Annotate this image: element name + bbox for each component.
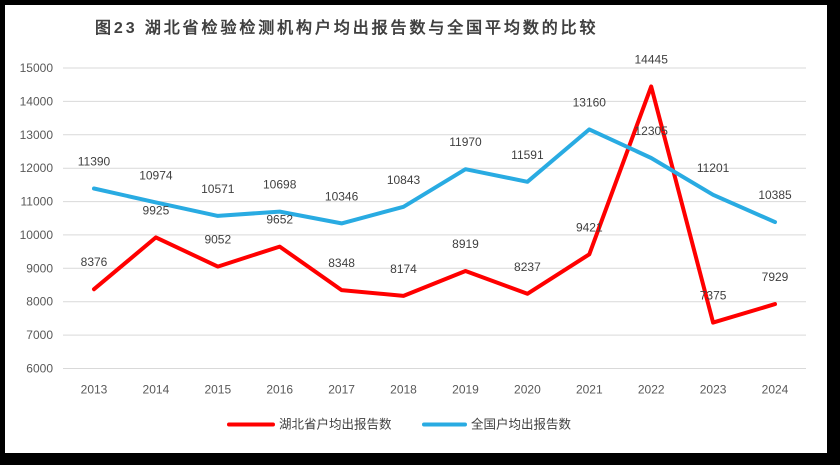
- svg-text:2013: 2013: [81, 383, 108, 397]
- svg-text:8376: 8376: [81, 255, 108, 269]
- svg-text:9000: 9000: [26, 261, 53, 275]
- svg-text:9421: 9421: [576, 220, 603, 234]
- svg-text:2022: 2022: [638, 383, 665, 397]
- svg-text:10000: 10000: [20, 228, 54, 242]
- svg-text:2020: 2020: [514, 383, 541, 397]
- svg-text:10974: 10974: [139, 168, 173, 182]
- svg-text:2021: 2021: [576, 383, 603, 397]
- svg-text:13000: 13000: [20, 128, 54, 142]
- svg-text:9652: 9652: [266, 213, 293, 227]
- svg-text:15000: 15000: [20, 61, 54, 75]
- svg-text:2014: 2014: [143, 383, 170, 397]
- svg-text:10843: 10843: [387, 173, 421, 187]
- svg-text:6000: 6000: [26, 362, 53, 376]
- svg-text:11591: 11591: [511, 148, 544, 162]
- svg-text:2018: 2018: [390, 383, 417, 397]
- svg-text:9052: 9052: [204, 233, 231, 247]
- svg-text:10571: 10571: [201, 182, 235, 196]
- svg-text:湖北省户均出报告数: 湖北省户均出报告数: [279, 417, 392, 432]
- svg-text:10698: 10698: [263, 178, 297, 192]
- svg-text:9925: 9925: [143, 203, 170, 217]
- svg-text:7929: 7929: [762, 270, 789, 284]
- svg-text:全国户均出报告数: 全国户均出报告数: [471, 417, 572, 432]
- svg-text:10346: 10346: [325, 189, 359, 203]
- svg-text:8174: 8174: [390, 262, 417, 276]
- svg-text:14000: 14000: [20, 94, 54, 108]
- svg-text:12000: 12000: [20, 161, 54, 175]
- svg-text:2023: 2023: [700, 383, 727, 397]
- svg-text:11201: 11201: [697, 161, 730, 175]
- svg-text:2024: 2024: [762, 383, 789, 397]
- svg-text:13160: 13160: [573, 95, 607, 109]
- svg-text:11970: 11970: [449, 135, 482, 149]
- svg-text:8237: 8237: [514, 260, 541, 274]
- svg-text:11000: 11000: [21, 195, 54, 209]
- svg-text:11390: 11390: [78, 155, 111, 169]
- svg-text:8919: 8919: [452, 237, 479, 251]
- svg-text:8000: 8000: [26, 295, 53, 309]
- svg-text:14445: 14445: [635, 53, 669, 67]
- svg-text:12305: 12305: [635, 124, 669, 138]
- svg-text:2016: 2016: [266, 383, 293, 397]
- svg-text:2017: 2017: [328, 383, 355, 397]
- svg-text:7375: 7375: [700, 289, 727, 303]
- svg-text:2015: 2015: [204, 383, 231, 397]
- svg-text:10385: 10385: [758, 188, 792, 202]
- svg-text:8348: 8348: [328, 256, 355, 270]
- svg-text:2019: 2019: [452, 383, 479, 397]
- svg-text:7000: 7000: [26, 328, 53, 342]
